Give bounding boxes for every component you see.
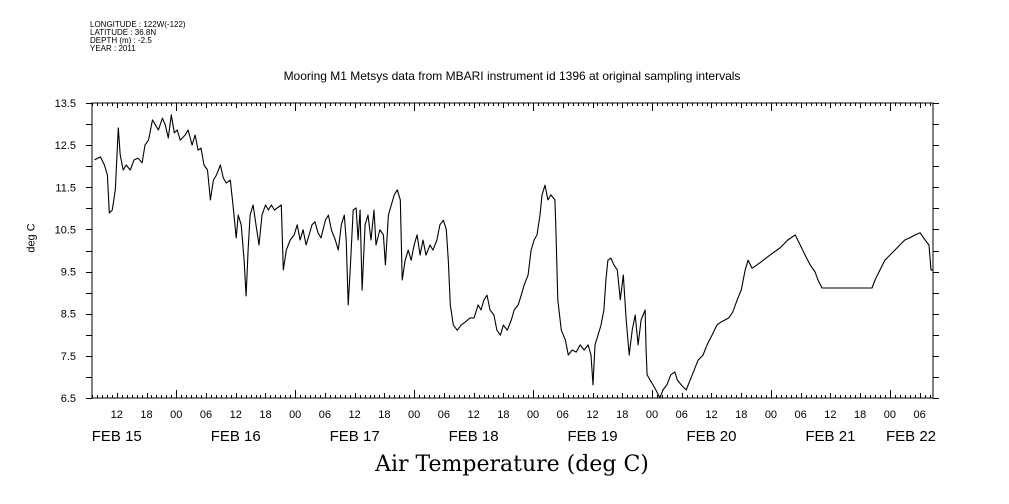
x-tick-label: 12 [824,409,836,421]
x-day-label: FEB 16 [211,428,261,445]
y-tick-label: 13.5 [55,98,76,110]
x-tick-label: 00 [289,409,301,421]
x-tick-label: 12 [230,409,242,421]
x-tick-label: 06 [438,409,450,421]
x-tick-label: 00 [765,409,777,421]
y-tick-label: 7.5 [61,351,76,363]
x-tick-label: 18 [259,409,271,421]
x-tick-label: 00 [170,409,182,421]
x-tick-label: 18 [140,409,152,421]
x-tick-label: 06 [913,409,925,421]
longitude-label: LONGITUDE : 122W(-122) [90,20,186,29]
latitude-label: LATITUDE : 36.8N [90,28,157,37]
x-tick-label: 12 [586,409,598,421]
x-day-label: FEB 19 [568,428,618,445]
x-tick-label: 12 [467,409,479,421]
x-day-label: FEB 21 [805,428,855,445]
series-line-air-temperature [94,114,933,399]
chart-title: Mooring M1 Metsys data from MBARI instru… [283,69,741,83]
x-tick-label: 06 [795,409,807,421]
y-tick-label: 12.5 [55,140,76,152]
x-tick-label: 18 [378,409,390,421]
x-tick-label: 18 [497,409,509,421]
x-tick-label: 00 [646,409,658,421]
x-tick-label: 12 [349,409,361,421]
y-tick-label: 10.5 [55,224,76,236]
y-tick-label: 9.5 [61,267,76,279]
x-day-label: FEB 20 [686,428,736,445]
x-day-label: FEB 15 [92,428,142,445]
x-tick-label: 12 [705,409,717,421]
x-tick-label: 00 [408,409,420,421]
year-label: YEAR : 2011 [90,44,136,53]
y-tick-label: 8.5 [61,309,76,321]
x-tick-label: 18 [735,409,747,421]
plot-frame [91,102,934,399]
x-tick-label: 18 [854,409,866,421]
x-day-label: FEB 18 [449,428,499,445]
x-tick-label: 00 [527,409,539,421]
y-tick-label: 11.5 [55,182,76,194]
x-tick-label: 06 [676,409,688,421]
x-tick-label: 18 [616,409,628,421]
x-tick-label: 06 [319,409,331,421]
x-day-label: FEB 22 [886,428,936,445]
x-axis-title: Air Temperature (deg C) [375,452,649,477]
y-tick-label: 6.5 [61,393,76,405]
x-tick-label: 06 [200,409,212,421]
x-tick-label: 12 [111,409,123,421]
x-day-label: FEB 17 [330,428,380,445]
x-tick-label: 00 [884,409,896,421]
depth-label: DEPTH (m) : -2.5 [90,36,152,45]
x-tick-label: 06 [557,409,569,421]
